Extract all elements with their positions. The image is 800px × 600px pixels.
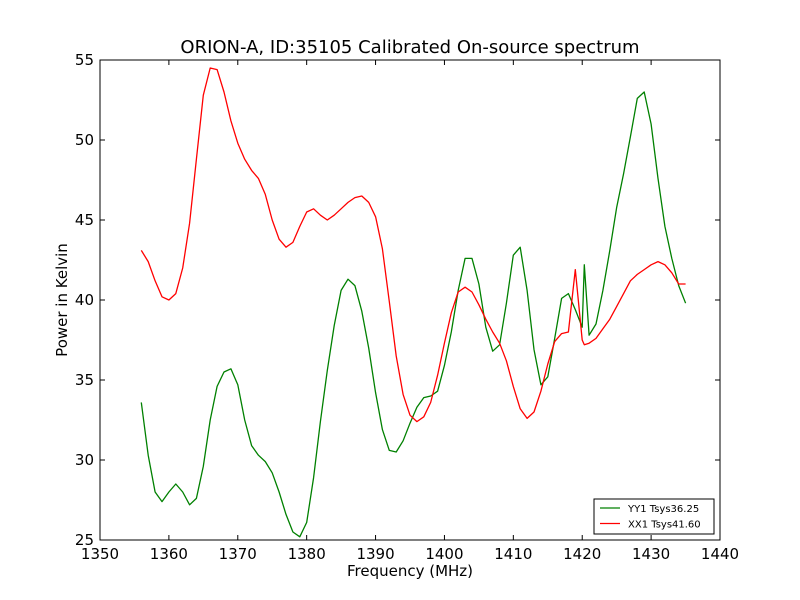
series-line-xx1 xyxy=(140,67,686,423)
y-tick-label: 50 xyxy=(75,131,94,149)
y-tick-label: 55 xyxy=(75,51,94,69)
legend-box xyxy=(593,498,715,535)
x-tick-label: 1420 xyxy=(563,545,601,563)
chart-title: ORION-A, ID:35105 Calibrated On-source s… xyxy=(180,37,639,58)
legend: YY1 Tsys36.25 XX1 Tsys41.60 xyxy=(593,498,715,535)
x-tick-label: 1350 xyxy=(81,545,119,563)
x-tick-label: 1380 xyxy=(288,545,326,563)
y-tick-label: 40 xyxy=(75,291,94,309)
y-axis-label: Power in Kelvin xyxy=(53,243,71,357)
axes-layer: 1350 1360 1370 1380 1390 1400 1410 1420 1430 1440… xyxy=(75,51,739,563)
x-tick-label: 1440 xyxy=(701,545,739,563)
x-tick-label: 1400 xyxy=(425,545,463,563)
y-tick-label: 25 xyxy=(75,531,94,549)
legend-label-xx1: XX1 Tsys41.60 xyxy=(628,520,701,531)
x-tick-label: 1370 xyxy=(219,545,257,563)
x-tick-label: 1410 xyxy=(494,545,532,563)
y-tick-label: 45 xyxy=(75,211,94,229)
x-tick-label: 1430 xyxy=(632,545,670,563)
x-tick-label: 1360 xyxy=(150,545,188,563)
x-axis-label: Frequency (MHz) xyxy=(347,562,473,580)
y-tick-label: 30 xyxy=(75,451,94,469)
series-line-yy1 xyxy=(140,91,687,538)
y-tick-label: 35 xyxy=(75,371,94,389)
legend-label-yy1: YY1 Tsys36.25 xyxy=(627,504,699,515)
x-tick-label: 1390 xyxy=(356,545,394,563)
series-layer xyxy=(140,67,687,538)
